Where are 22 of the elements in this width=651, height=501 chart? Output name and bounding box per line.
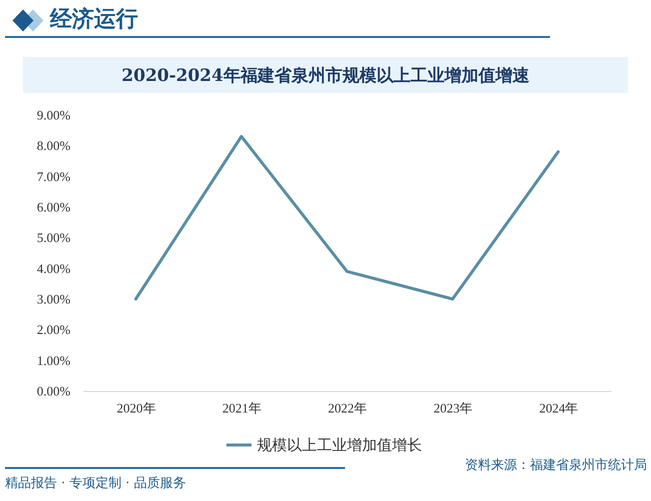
y-tick-label: 7.00% xyxy=(36,168,71,184)
text: 资料来源：福建省泉州市统计局 xyxy=(465,458,647,474)
x-tick-label: 2024年 xyxy=(539,400,578,416)
y-tick-label: 6.00% xyxy=(36,200,71,214)
y-tick-label: 8.00% xyxy=(36,138,71,154)
x-tick-label: 2022年 xyxy=(328,400,367,416)
x-tick-label: 2020年 xyxy=(116,400,156,416)
text: 经济运行 xyxy=(50,6,138,34)
chart-title: 2020-2024年福建省泉州市规模以上工业增加值增速 xyxy=(122,64,530,86)
y-tick-label: 1.00% xyxy=(36,352,71,368)
text: 精品报告 · 专项定制 · 品质服务 xyxy=(5,476,186,492)
y-tick-label: 2.00% xyxy=(36,322,71,338)
x-tick-label: 2021年 xyxy=(222,400,262,416)
y-tick-label: 5.00% xyxy=(36,230,71,246)
y-tick-label: 9.00% xyxy=(36,108,71,122)
line-series xyxy=(134,134,560,300)
y-tick-label: 4.00% xyxy=(36,260,71,276)
y-tick-label: 3.00% xyxy=(36,292,71,306)
title-panel: 2020-2024年福建省泉州市规模以上工业增加值增速 xyxy=(23,57,628,93)
y-tick-label: 0.00% xyxy=(36,384,71,398)
x-tick-label: 2023年 xyxy=(434,400,473,416)
legend-label: 规模以上工业增加值增长 xyxy=(257,436,422,454)
